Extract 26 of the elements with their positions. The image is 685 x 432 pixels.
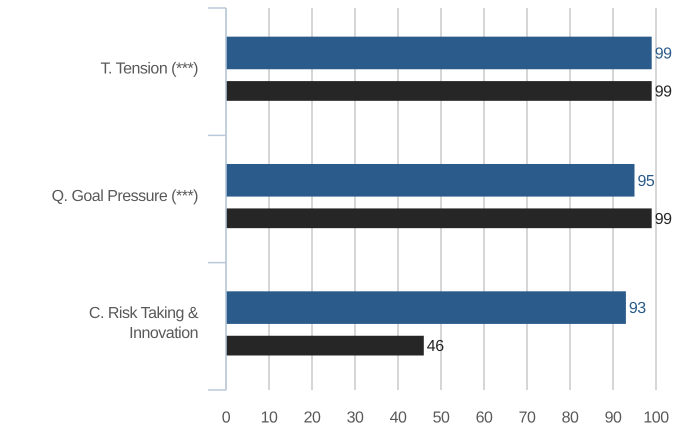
x-tick-label: 70 (518, 410, 536, 427)
bar (226, 208, 652, 228)
x-tick-label: 30 (346, 410, 364, 427)
data-label: 93 (628, 300, 646, 318)
data-label: 46 (426, 338, 444, 356)
x-tick-label: 10 (260, 410, 278, 427)
x-tick-label: 60 (476, 410, 493, 427)
x-tick-label: 100 (643, 410, 670, 427)
x-tick-label: 0 (222, 410, 231, 427)
bar (226, 81, 652, 101)
data-label: 95 (638, 172, 655, 190)
y-tick-label: T. Tension (***) (100, 60, 198, 78)
x-tick-label: 80 (562, 410, 579, 427)
bar (226, 164, 634, 197)
y-tick-label: Q. Goal Pressure (***) (52, 188, 198, 205)
data-label: 99 (654, 210, 672, 228)
data-label: 99 (654, 46, 672, 63)
y-tick-label: C. Risk Taking & Innovation (88, 305, 199, 342)
x-tick-label: 20 (304, 410, 321, 427)
data-label: 99 (654, 84, 672, 101)
bar (226, 36, 652, 70)
bar (226, 291, 626, 324)
bar (226, 336, 424, 356)
x-tick-label: 50 (432, 410, 450, 427)
x-tick-label: 90 (604, 410, 622, 427)
x-tick-label: 40 (390, 410, 407, 427)
